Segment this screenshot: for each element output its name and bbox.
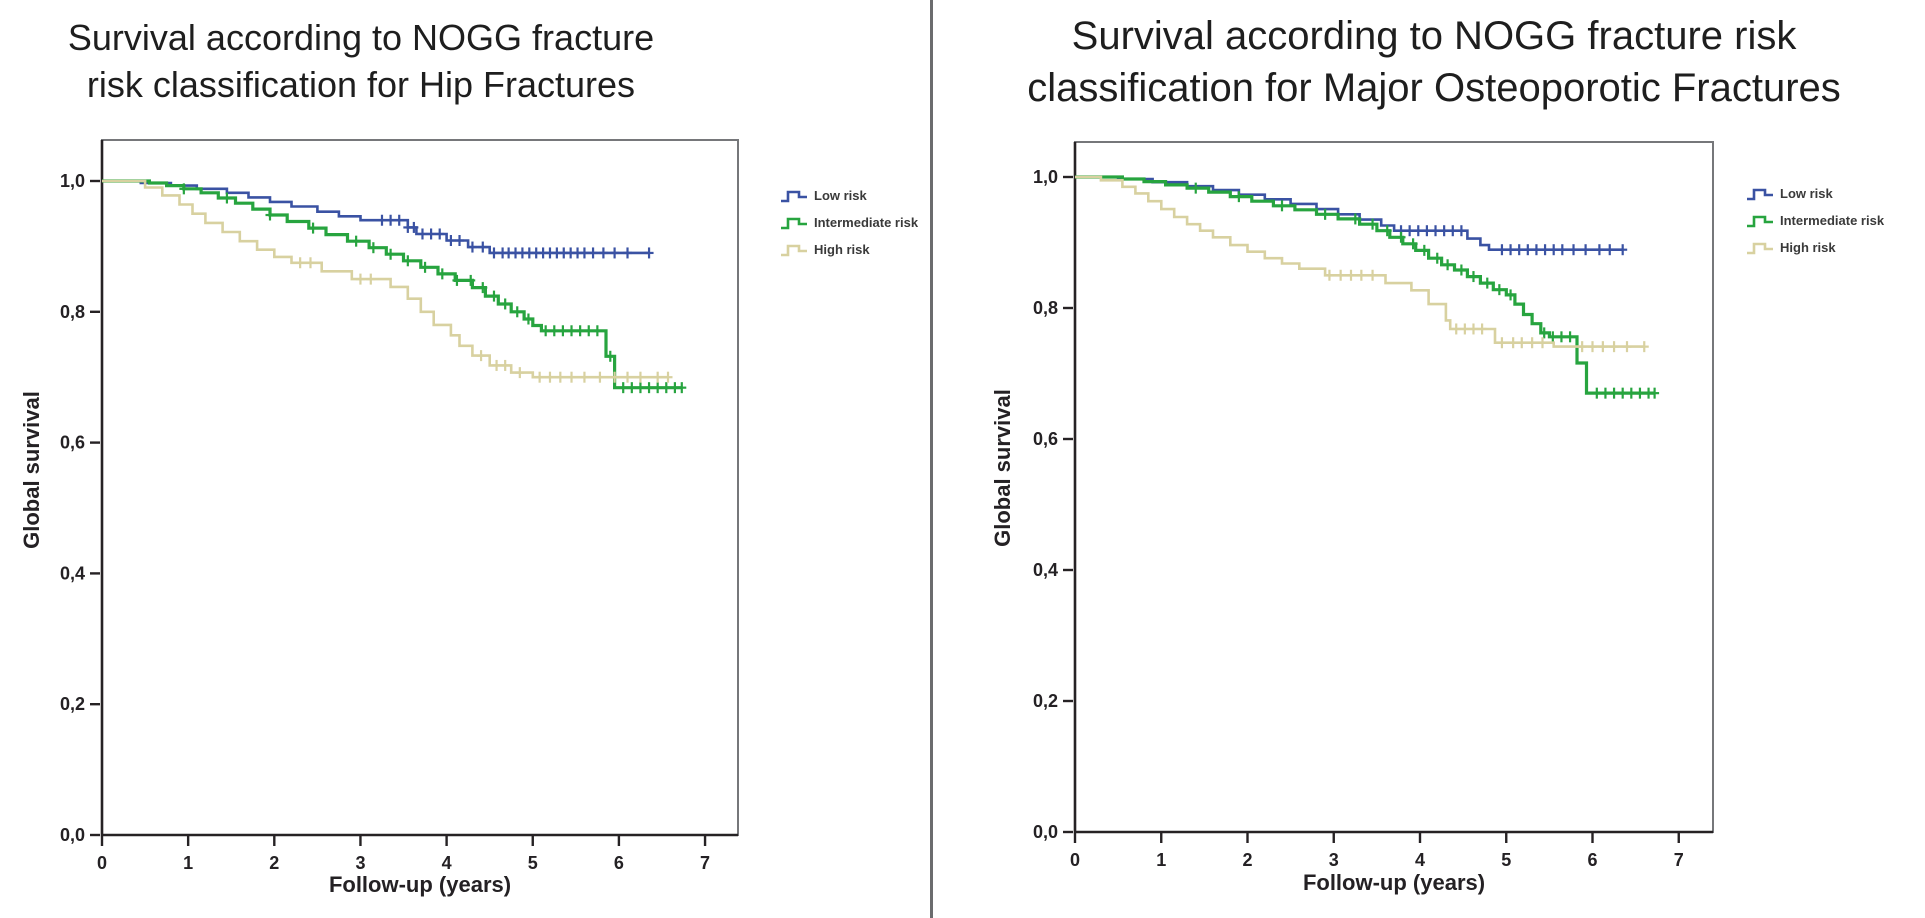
legend-step-symbol-low-risk-icon: [781, 190, 807, 202]
legend-label: Low risk: [814, 188, 867, 203]
x-tick-label: 1: [1156, 850, 1166, 870]
legend-label: Intermediate risk: [814, 215, 919, 230]
series-high-risk: [1075, 175, 1649, 353]
x-tick-label: 4: [1415, 850, 1425, 870]
plot-frame: [101, 139, 739, 836]
legend-symbol-line: [1747, 215, 1773, 227]
x-axis-label-mof: Follow-up (years): [1302, 870, 1486, 895]
series-intermediate-risk: [1075, 175, 1660, 399]
y-tick-label: 1,0: [1033, 167, 1058, 187]
legend-step-symbol-high-risk-icon: [1747, 242, 1773, 254]
y-tick-label: 1,0: [60, 171, 85, 191]
y-ticks: 1,0 0,8 0,6 0,4 0,2 0,0: [1033, 167, 1073, 842]
x-tick-label: 3: [1329, 850, 1339, 870]
legend-step-symbol-intermediate-risk-icon: [781, 217, 807, 229]
legend-label: High risk: [814, 242, 870, 257]
legend-label: High risk: [1780, 240, 1836, 255]
legend-symbol-line: [781, 190, 807, 202]
survival-curve-intermediate-risk: [102, 179, 682, 390]
censor-marks-intermediate-risk: [1191, 182, 1660, 399]
plot-panel-hip: 1,0 0,8 0,6 0,4 0,2 0,0 0 1 2 3 4 5 6 7: [60, 139, 739, 873]
censor-marks-high-risk: [1324, 269, 1649, 353]
plot-panel-mof: 1,0 0,8 0,6 0,4 0,2 0,0 0 1 2 3 4 5 6 7: [1033, 141, 1714, 870]
series-intermediate-risk: [102, 179, 687, 394]
x-tick-label: 2: [269, 853, 279, 873]
legend-label: Low risk: [1780, 186, 1833, 201]
x-tick-label: 7: [700, 853, 710, 873]
legend-step-symbol-low-risk-icon: [1747, 188, 1773, 200]
chart-title-line: Survival according to NOGG fracture: [67, 17, 655, 58]
chart-title-line: risk classification for Hip Fractures: [86, 64, 636, 105]
x-ticks: 0 1 2 3 4 5 6 7: [97, 836, 710, 873]
x-tick-label: 5: [528, 853, 538, 873]
series-high-risk: [102, 179, 673, 383]
series-low-risk: [1075, 175, 1628, 256]
x-tick-label: 1: [183, 853, 193, 873]
legend-symbol-line: [781, 244, 807, 256]
legend-symbol-line: [1747, 188, 1773, 200]
legend-symbol-line: [781, 217, 807, 229]
y-tick-label: 0,4: [1033, 560, 1058, 580]
x-tick-label: 0: [97, 853, 107, 873]
legend-item-intermediate-risk: Intermediate risk: [780, 209, 918, 236]
survival-curve-high-risk: [1075, 175, 1645, 348]
chart-title-line: Survival according to NOGG fracture risk: [1071, 14, 1797, 58]
survival-curve-high-risk: [102, 179, 668, 379]
chart-title-line: classification for Major Osteoporotic Fr…: [1027, 66, 1841, 110]
y-ticks: 1,0 0,8 0,6 0,4 0,2 0,0: [60, 171, 100, 845]
legend-step-symbol-intermediate-risk-icon: [1747, 215, 1773, 227]
x-tick-label: 0: [1070, 850, 1080, 870]
x-tick-label: 3: [355, 853, 365, 873]
legend-item-high-risk: High risk: [1746, 234, 1884, 261]
panel-divider: [930, 0, 933, 918]
legend-item-low-risk: Low risk: [780, 182, 918, 209]
axis-lines: [1073, 142, 1713, 834]
legend-item-intermediate-risk: Intermediate risk: [1746, 207, 1884, 234]
legend-symbol-line: [1747, 242, 1773, 254]
y-tick-label: 0,0: [60, 825, 85, 845]
x-tick-label: 4: [442, 853, 452, 873]
legend-item-high-risk: High risk: [780, 236, 918, 263]
y-tick-label: 0,0: [1033, 822, 1058, 842]
censor-marks-low-risk: [1396, 225, 1628, 256]
legend-label: Intermediate risk: [1780, 213, 1885, 228]
x-tick-label: 5: [1501, 850, 1511, 870]
legend-item-low-risk: Low risk: [1746, 180, 1884, 207]
x-ticks: 0 1 2 3 4 5 6 7: [1070, 833, 1684, 870]
legend-hip: Low risk Intermediate risk High risk: [780, 182, 918, 263]
chart-title-major-osteoporotic-fractures: Survival according to NOGG fracture risk…: [946, 10, 1922, 114]
censor-marks-intermediate-risk: [179, 183, 687, 394]
y-tick-label: 0,6: [60, 433, 85, 453]
y-tick-label: 0,2: [1033, 691, 1058, 711]
y-tick-label: 0,6: [1033, 429, 1058, 449]
y-tick-label: 0,2: [60, 694, 85, 714]
y-axis-label-hip: Global survival: [19, 391, 44, 549]
censor-marks-high-risk: [295, 257, 673, 383]
axis-lines: [100, 140, 738, 837]
x-tick-label: 6: [614, 853, 624, 873]
x-axis-label-hip: Follow-up (years): [328, 872, 512, 897]
y-axis-label-mof: Global survival: [990, 389, 1015, 547]
y-tick-label: 0,8: [60, 302, 85, 322]
x-tick-label: 6: [1587, 850, 1597, 870]
survival-curve-low-risk: [1075, 175, 1623, 251]
x-tick-label: 7: [1674, 850, 1684, 870]
series-low-risk: [102, 179, 654, 259]
x-tick-label: 2: [1242, 850, 1252, 870]
chart-title-hip-fractures: Survival according to NOGG fracture risk…: [8, 14, 714, 108]
legend-step-symbol-high-risk-icon: [781, 244, 807, 256]
y-tick-label: 0,4: [60, 563, 85, 583]
plot-frame: [1074, 141, 1714, 833]
legend-mof: Low risk Intermediate risk High risk: [1746, 180, 1884, 261]
censor-marks-low-risk: [377, 214, 654, 259]
y-tick-label: 0,8: [1033, 298, 1058, 318]
